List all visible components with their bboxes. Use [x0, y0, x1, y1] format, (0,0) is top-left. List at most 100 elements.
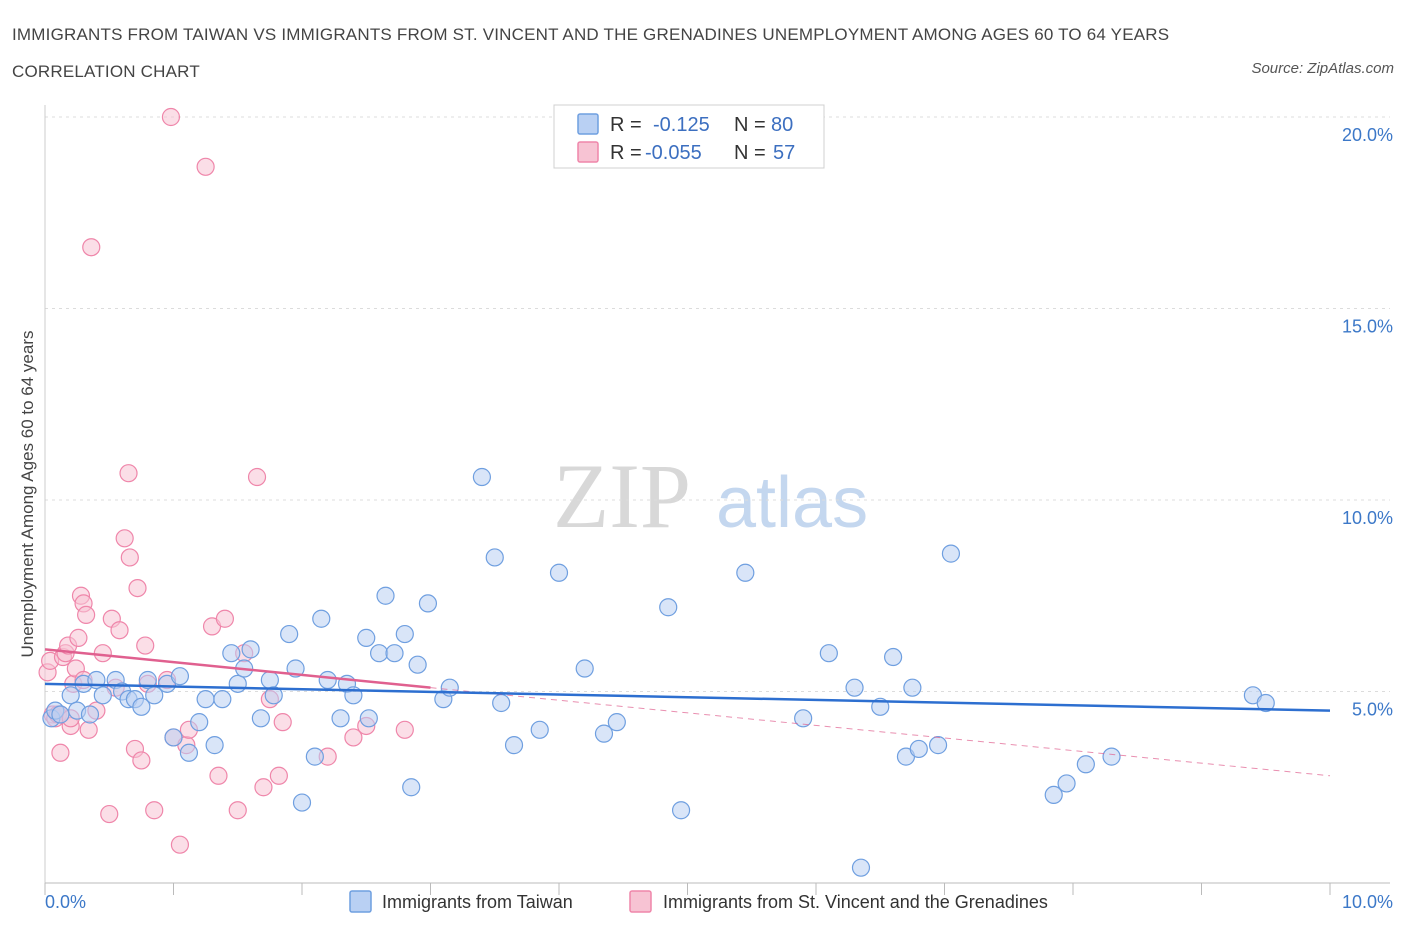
pink-point-36 [170, 835, 190, 854]
blue-point-56 [549, 563, 569, 582]
pink-point-24 [115, 529, 134, 548]
pink-point-46 [254, 778, 273, 797]
blue-point-29 [260, 670, 279, 690]
pink-point-48 [269, 766, 288, 785]
series-pink-points [38, 107, 414, 854]
blue-point-22 [205, 736, 224, 755]
pink-trend-line [44, 648, 431, 689]
y-tick-label-0: 5.0% [1352, 700, 1393, 720]
chart-title: IMMIGRANTS FROM TAIWAN VS IMMIGRANTS FRO… [12, 25, 1170, 81]
pink-point-43 [228, 801, 247, 820]
blue-point-65 [845, 678, 864, 697]
pink-point-49 [273, 713, 292, 732]
blue-point-30 [264, 686, 283, 705]
legend-n-value-1: 80 [771, 114, 793, 136]
blue-point-6 [80, 705, 100, 724]
blue-point-71 [909, 739, 928, 759]
blue-point-43 [376, 586, 395, 605]
blue-point-70 [903, 678, 922, 697]
blue-point-31 [280, 624, 299, 644]
legend-r-value-2: -0.055 [645, 142, 702, 164]
pink-point-12 [69, 628, 88, 647]
blue-point-52 [485, 548, 504, 567]
y-tick-labels: 5.0% 10.0% 15.0% 20.0% [1342, 125, 1393, 720]
pink-point-30 [136, 636, 155, 655]
y-tick-label-2: 15.0% [1342, 317, 1393, 337]
watermark-atlas: atlas [716, 463, 868, 543]
blue-point-64 [819, 644, 838, 663]
blue-point-54 [504, 736, 524, 755]
legend-swatch-pink [577, 141, 599, 163]
blue-point-75 [1057, 774, 1076, 793]
blue-point-19 [179, 743, 199, 762]
pink-point-26 [120, 548, 139, 567]
pink-point-25 [119, 464, 138, 483]
series-blue-points [42, 467, 1275, 877]
pink-point-41 [209, 766, 228, 785]
blue-point-46 [402, 778, 421, 797]
blue-point-51 [472, 467, 491, 487]
series-legend: Immigrants from Taiwan Immigrants from S… [349, 890, 1048, 913]
y-axis-label: Unemployment Among Ages 60 to 64 years [18, 331, 37, 658]
blue-point-20 [190, 713, 209, 732]
blue-trend-line [44, 682, 1331, 712]
trend-lines [44, 648, 1331, 777]
blue-point-24 [222, 644, 241, 663]
blue-point-66 [851, 858, 871, 877]
blue-point-23 [213, 690, 232, 709]
blue-point-40 [357, 628, 376, 647]
blue-point-14 [138, 670, 157, 690]
blue-point-36 [318, 670, 337, 690]
blue-point-28 [251, 709, 270, 728]
pink-point-39 [196, 157, 215, 176]
pink-point-17 [82, 238, 101, 257]
blue-point-2 [51, 705, 70, 724]
blue-point-57 [575, 659, 594, 678]
bottom-legend-label-pink: Immigrants from St. Vincent and the Gren… [663, 892, 1048, 912]
pink-point-28 [128, 578, 147, 598]
correlation-legend: R = -0.125 N = 80 R = -0.055 N = 57 [553, 104, 825, 169]
x-tick-label-max: 10.0% [1342, 892, 1393, 912]
y-tick-label-1: 10.0% [1342, 508, 1393, 528]
legend-r-label-2: R = [610, 142, 642, 164]
blue-point-3 [61, 686, 80, 705]
pink-point-29 [132, 751, 151, 770]
pink-point-5 [51, 743, 70, 762]
pink-trend-extension [430, 687, 1331, 777]
blue-point-37 [331, 709, 350, 728]
blue-point-73 [941, 544, 961, 563]
pink-point-34 [161, 107, 181, 127]
blue-point-68 [883, 647, 903, 667]
bottom-legend-swatch-pink [629, 890, 652, 913]
blue-point-18 [170, 667, 190, 686]
blue-point-47 [408, 655, 427, 674]
legend-r-value-1: -0.125 [653, 114, 710, 136]
pink-point-53 [395, 720, 414, 739]
legend-r-label-1: R = [610, 114, 642, 136]
blue-point-79 [1256, 693, 1275, 713]
blue-point-42 [370, 644, 389, 663]
axes [44, 105, 1390, 895]
blue-point-8 [93, 686, 112, 705]
pink-point-19 [93, 644, 112, 663]
blue-point-62 [736, 563, 755, 582]
blue-point-33 [292, 793, 312, 812]
blue-point-48 [418, 594, 438, 613]
blue-point-53 [492, 693, 511, 713]
blue-point-77 [1102, 747, 1121, 766]
x-tick-label-min: 0.0% [45, 892, 86, 912]
blue-point-61 [671, 801, 691, 820]
blue-point-35 [312, 609, 331, 628]
blue-point-72 [928, 736, 948, 755]
blue-point-45 [395, 624, 414, 644]
blue-point-17 [164, 728, 183, 747]
blue-point-76 [1076, 755, 1095, 774]
grid [45, 116, 1390, 692]
legend-n-label-2: N = [734, 142, 766, 164]
pink-point-15 [77, 605, 96, 625]
pink-point-45 [247, 467, 267, 487]
bottom-legend-label-blue: Immigrants from Taiwan [382, 892, 573, 912]
pink-point-20 [100, 804, 119, 824]
blue-point-63 [794, 709, 813, 728]
